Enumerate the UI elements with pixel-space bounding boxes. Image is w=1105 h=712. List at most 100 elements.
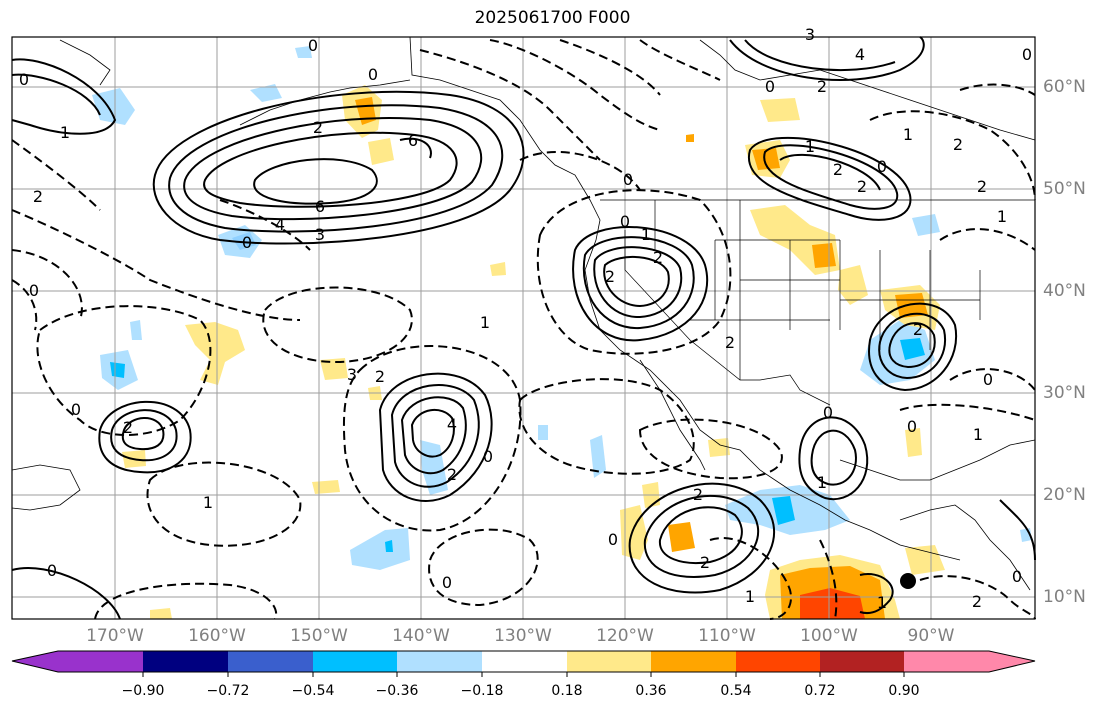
contour-label: 2 xyxy=(447,465,457,484)
contour-label: 0 xyxy=(47,561,57,580)
contour-label: 3 xyxy=(315,225,325,244)
contour-label: 2 xyxy=(953,135,963,154)
lon-label: 120°W xyxy=(596,626,654,646)
contour-label: 0 xyxy=(765,77,775,96)
contour-label: 1 xyxy=(997,207,1007,226)
contour-label: 1 xyxy=(641,225,651,244)
contour-label: 6 xyxy=(408,131,418,150)
contour-label: 4 xyxy=(855,45,865,64)
colorbar-segment xyxy=(228,651,313,672)
contour-label: 6 xyxy=(315,197,325,216)
colorbar-extend-low xyxy=(12,651,58,672)
contour-label: 1 xyxy=(805,137,815,156)
contour-label: 2 xyxy=(700,553,710,572)
contour-label: 2 xyxy=(972,592,982,611)
contour-label: 0 xyxy=(19,70,29,89)
lon-label: 160°W xyxy=(188,626,246,646)
contour-label: 2 xyxy=(817,77,827,96)
contour-label: 2 xyxy=(653,248,663,267)
colorbar-tick-label: −0.54 xyxy=(291,683,335,699)
colorbar-extend-high xyxy=(989,651,1035,672)
contour-label: 2 xyxy=(313,118,323,137)
contour-label: 2 xyxy=(123,418,133,437)
contour-label: 2 xyxy=(375,367,385,386)
colorbar-tick-label: 0.72 xyxy=(804,683,836,699)
lon-label: 150°W xyxy=(290,626,348,646)
map-title: 2025061700 F000 xyxy=(474,8,631,28)
coastlines xyxy=(11,36,1036,591)
colorbar-tick-label: 0.90 xyxy=(888,683,920,699)
colorbar-tick-label: −0.90 xyxy=(121,683,165,699)
contour-label: 2 xyxy=(605,267,615,286)
contour-label: 4 xyxy=(447,415,457,434)
storm-marker xyxy=(900,573,916,589)
contour-label: 0 xyxy=(368,65,378,84)
lon-label: 140°W xyxy=(392,626,450,646)
contour-label: 0 xyxy=(242,233,252,252)
colorbar xyxy=(11,650,1036,677)
lon-label: 100°W xyxy=(800,626,858,646)
colorbar-tick-label: 0.36 xyxy=(635,683,667,699)
contour-label: 0 xyxy=(620,212,630,231)
lat-label: 10°N xyxy=(1043,587,1086,607)
contour-label: 0 xyxy=(71,400,81,419)
colorbar-segment xyxy=(567,651,651,672)
contour-label: 0 xyxy=(308,36,318,55)
contour-label: 1 xyxy=(973,425,983,444)
contour-label: 0 xyxy=(1012,567,1022,586)
map-border xyxy=(11,36,1036,620)
contour-label: 2 xyxy=(913,320,923,339)
contour-label: 1 xyxy=(203,493,213,512)
contour-label: 1 xyxy=(817,473,827,492)
colorbar-segment xyxy=(820,651,904,672)
contour-label: 0 xyxy=(442,573,452,592)
contour-label: 2 xyxy=(693,485,703,504)
contour-label: 0 xyxy=(983,370,993,389)
colorbar-segment xyxy=(482,651,567,672)
lat-label: 60°N xyxy=(1043,77,1086,97)
contour-label: 0 xyxy=(608,530,618,549)
contour-label: 0 xyxy=(1022,45,1032,64)
contour-label: 0 xyxy=(483,447,493,466)
contour-label: 2 xyxy=(33,187,43,206)
contour-label: 1 xyxy=(745,587,755,606)
colorbar-tick-label: −0.72 xyxy=(206,683,250,699)
contour-label: 2 xyxy=(977,177,987,196)
contour-label: 3 xyxy=(805,25,815,44)
contour-label-group: 0 0 2 6 6 4 3 0 2 0 1 0 3 2 4 2 0 0 2 0 … xyxy=(19,25,1032,612)
colorbar-tick-label: −0.36 xyxy=(375,683,419,699)
contour-label: 3 xyxy=(347,365,357,384)
contour-label: 0 xyxy=(823,403,833,422)
lat-label: 50°N xyxy=(1043,179,1086,199)
colorbar-segment xyxy=(58,651,143,672)
colorbar-segment xyxy=(397,651,482,672)
lat-label: 30°N xyxy=(1043,383,1086,403)
contour-label: 1 xyxy=(60,123,70,142)
contour-label: 2 xyxy=(725,333,735,352)
contour-label: 0 xyxy=(877,157,887,176)
lon-label: 110°W xyxy=(698,626,756,646)
lat-label: 40°N xyxy=(1043,281,1086,301)
contour-label: 0 xyxy=(907,417,917,436)
contour-label: 0 xyxy=(29,281,39,300)
colorbar-tick-label: −0.18 xyxy=(460,683,504,699)
lon-label: 90°W xyxy=(907,626,955,646)
lon-label: 170°W xyxy=(86,626,144,646)
contour-label: 2 xyxy=(833,160,843,179)
contour-label: 2 xyxy=(857,177,867,196)
colorbar-segment xyxy=(736,651,820,672)
positive-contours xyxy=(11,36,1036,620)
contour-label: 0 xyxy=(623,170,633,189)
lat-label: 20°N xyxy=(1043,485,1086,505)
colorbar-tick-label: 0.18 xyxy=(551,683,583,699)
colorbar-segment xyxy=(143,651,228,672)
colorbar-segment xyxy=(313,651,397,672)
contour-label: 1 xyxy=(877,593,887,612)
colorbar-segment xyxy=(651,651,736,672)
colorbar-segment xyxy=(904,651,989,672)
lon-label: 130°W xyxy=(494,626,552,646)
state-borders xyxy=(600,199,1035,406)
contour-label: 4 xyxy=(275,215,285,234)
contour-label: 1 xyxy=(903,125,913,144)
